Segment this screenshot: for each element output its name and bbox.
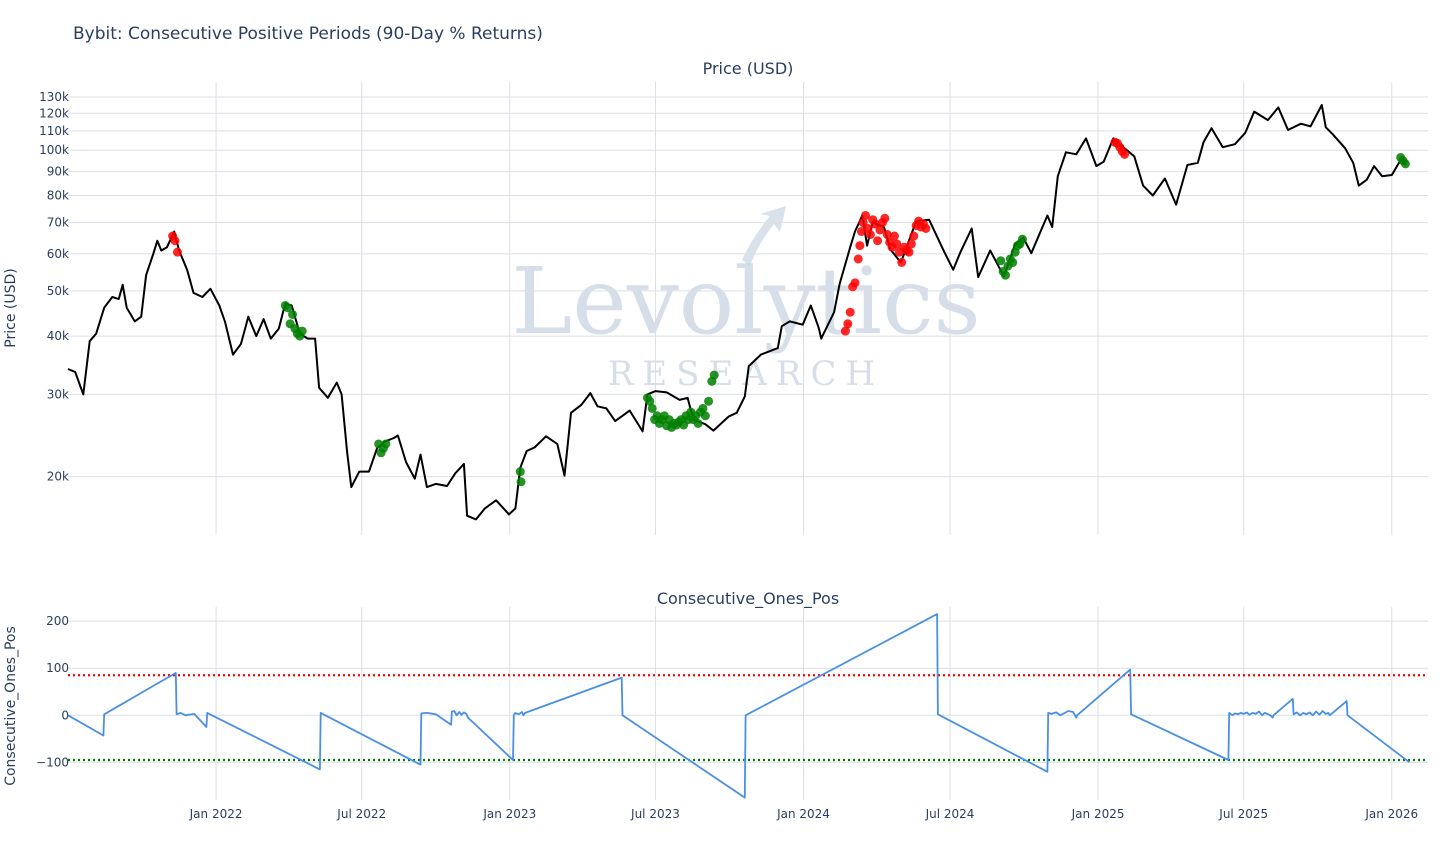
x-tick-label: Jan 2025 <box>1071 807 1125 821</box>
trough-marker <box>710 371 719 380</box>
x-tick-label: Jul 2023 <box>630 807 680 821</box>
peak-marker <box>897 258 906 267</box>
trough-marker <box>694 419 703 428</box>
watermark-brand: Levolytics <box>511 248 980 355</box>
consecutive-y-axis-label: Consecutive_Ones_Pos <box>3 626 19 786</box>
x-tick-label: Jul 2022 <box>336 807 386 821</box>
y-tick-label: 30k <box>47 387 69 401</box>
price-y-axis-label: Price (USD) <box>3 268 19 347</box>
chart-title: Bybit: Consecutive Positive Periods (90-… <box>73 24 543 44</box>
trough-marker <box>1001 271 1010 280</box>
peak-marker <box>890 232 899 241</box>
y-tick-label: 120k <box>39 106 69 120</box>
y-tick-label: 50k <box>47 284 69 298</box>
peak-marker <box>921 224 930 233</box>
y-tick-label: 100k <box>39 143 69 157</box>
y-tick-label: 80k <box>47 188 69 202</box>
consecutive-panel: Consecutive_Ones_Pos Consecutive_Ones_Po… <box>3 589 1428 821</box>
y-tick-label: 130k <box>39 90 69 104</box>
price-y-ticks: 20k 30k 40k 50k 60k 70k 80k 90k 100k 110k 120k 130k <box>39 90 69 484</box>
trough-marker <box>704 397 713 406</box>
y-tick-label: −100 <box>36 755 69 769</box>
peak-marker <box>851 278 860 287</box>
peak-marker <box>846 308 855 317</box>
consecutive-panel-title: Consecutive_Ones_Pos <box>657 589 839 609</box>
trough-marker <box>517 477 526 486</box>
trough-marker <box>1008 258 1017 267</box>
y-tick-label: 0 <box>61 708 69 722</box>
trough-marker <box>701 411 710 420</box>
peak-marker <box>171 236 180 245</box>
peak-marker <box>173 248 182 257</box>
y-tick-label: 20k <box>47 470 69 484</box>
peak-marker <box>866 230 875 239</box>
x-tick-label: Jan 2023 <box>482 807 536 821</box>
trough-marker <box>1401 159 1410 168</box>
trough-marker <box>288 310 297 319</box>
consecutive-y-ticks: −100 0 100 200 <box>36 614 69 769</box>
price-panel-title: Price (USD) <box>703 59 794 78</box>
y-tick-label: 70k <box>47 216 69 230</box>
peak-marker <box>907 239 916 248</box>
x-tick-label: Jan 2026 <box>1364 807 1418 821</box>
peak-marker <box>855 241 864 250</box>
trough-marker <box>1018 235 1027 244</box>
peak-marker <box>880 214 889 223</box>
consecutive-line <box>68 614 1410 798</box>
trough-marker <box>648 404 657 413</box>
x-tick-label: Jul 2024 <box>925 807 975 821</box>
y-tick-label: 40k <box>47 329 69 343</box>
consecutive-gridlines <box>68 607 1428 800</box>
trough-marker <box>516 467 525 476</box>
peak-marker <box>854 254 863 263</box>
trough-marker <box>996 256 1005 265</box>
peak-marker <box>904 248 913 257</box>
x-tick-label: Jan 2022 <box>189 807 243 821</box>
trough-marker <box>381 439 390 448</box>
x-axis-ticks: Jan 2022 Jul 2022 Jan 2023 Jul 2023 Jan 2024… <box>189 807 1419 821</box>
y-tick-label: 100 <box>46 661 69 675</box>
x-tick-label: Jul 2025 <box>1218 807 1268 821</box>
y-tick-label: 90k <box>47 165 69 179</box>
peak-marker <box>909 232 918 241</box>
peak-marker <box>1120 150 1129 159</box>
y-tick-label: 110k <box>39 124 69 138</box>
x-tick-label: Jan 2024 <box>776 807 830 821</box>
consecutive-series <box>68 614 1410 798</box>
threshold-lines <box>68 675 1428 760</box>
peak-marker <box>873 236 882 245</box>
y-tick-label: 200 <box>46 614 69 628</box>
y-tick-label: 60k <box>47 247 69 261</box>
peak-marker <box>843 319 852 328</box>
trough-marker <box>298 327 307 336</box>
